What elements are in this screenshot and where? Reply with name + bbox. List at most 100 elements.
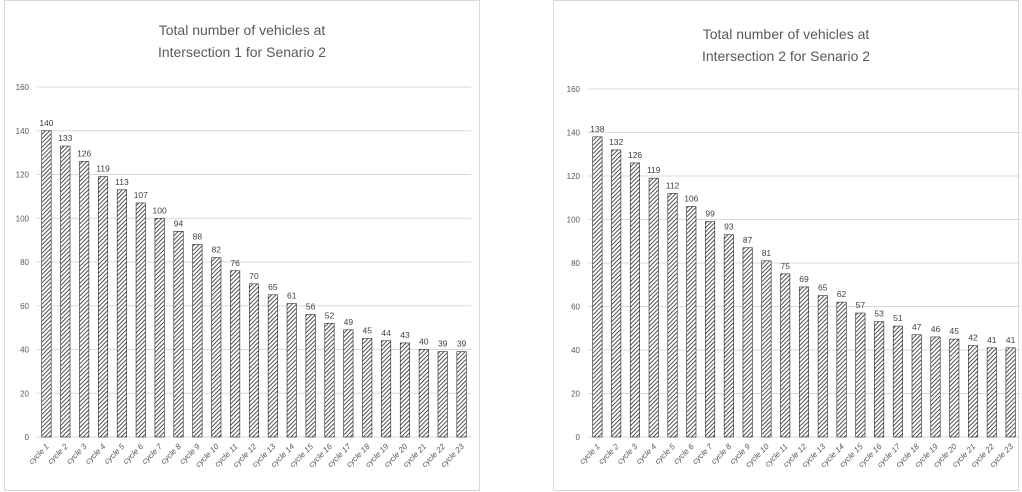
data-label: 119 — [96, 164, 110, 174]
data-label: 126 — [77, 148, 91, 158]
bar — [305, 314, 316, 438]
data-label: 51 — [893, 313, 903, 323]
bar — [343, 329, 354, 438]
data-label: 46 — [931, 324, 941, 334]
bar — [986, 347, 997, 438]
data-label: 53 — [874, 309, 884, 319]
bar — [60, 145, 71, 438]
bar — [98, 176, 109, 438]
data-label: 76 — [230, 258, 240, 268]
data-label: 107 — [134, 190, 148, 200]
bar — [648, 177, 659, 438]
bar — [173, 231, 184, 438]
data-label: 94 — [174, 218, 184, 228]
bar — [874, 321, 885, 438]
data-label: 126 — [628, 150, 642, 160]
y-tick-label: 60 — [20, 302, 29, 311]
chart-title: Total number of vehicles at Intersection… — [5, 19, 479, 63]
y-tick-label: 0 — [25, 433, 30, 442]
data-label: 39 — [438, 339, 448, 349]
data-label: 56 — [306, 302, 316, 312]
bar — [855, 312, 866, 438]
data-label: 43 — [400, 330, 410, 340]
data-label: 87 — [743, 235, 753, 245]
bar — [817, 295, 828, 438]
bar — [836, 301, 847, 438]
bar — [211, 257, 222, 438]
data-label: 133 — [58, 133, 72, 143]
bar — [41, 130, 52, 438]
data-label: 41 — [987, 335, 997, 345]
bar — [437, 351, 448, 438]
y-tick-label: 20 — [20, 389, 29, 398]
chart-title-line-1: Total number of vehicles at — [702, 26, 870, 42]
bar — [629, 162, 640, 438]
data-label: 88 — [193, 232, 203, 242]
bar — [705, 221, 716, 438]
bar — [949, 338, 960, 438]
y-tick-label: 40 — [571, 346, 580, 355]
data-label: 39 — [457, 339, 467, 349]
y-tick-label: 140 — [567, 129, 581, 138]
bar — [1005, 347, 1016, 438]
bar — [286, 303, 297, 438]
bar — [79, 161, 90, 438]
bar — [267, 294, 278, 438]
y-tick-label: 120 — [16, 171, 30, 180]
chart-panel-intersection-2: Total number of vehicles at Intersection… — [553, 0, 1020, 491]
data-label: 82 — [212, 245, 222, 255]
data-label: 44 — [381, 328, 391, 338]
data-label: 81 — [762, 248, 772, 258]
y-tick-label: 140 — [16, 127, 30, 136]
y-tick-label: 100 — [567, 216, 581, 225]
data-label: 119 — [647, 165, 661, 175]
y-tick-label: 40 — [20, 346, 29, 355]
data-label: 41 — [1006, 335, 1016, 345]
chart-title-line-1: Total number of vehicles at — [158, 22, 326, 38]
data-label: 40 — [419, 337, 429, 347]
data-label: 65 — [818, 283, 828, 293]
bar — [192, 244, 203, 438]
data-label: 57 — [856, 300, 866, 310]
bar — [667, 193, 678, 438]
data-label: 61 — [287, 291, 297, 301]
y-tick-label: 120 — [567, 172, 581, 181]
data-label: 42 — [968, 333, 978, 343]
bar — [135, 202, 146, 438]
bar — [362, 338, 373, 438]
chart-title-line-2: Intersection 2 for Senario 2 — [701, 48, 871, 64]
bar — [968, 345, 979, 438]
data-label: 106 — [684, 193, 698, 203]
bar — [381, 340, 392, 438]
data-label: 100 — [153, 205, 167, 215]
bar — [686, 206, 697, 438]
y-tick-label: 100 — [16, 214, 30, 223]
bar — [892, 325, 903, 438]
data-label: 47 — [912, 322, 922, 332]
data-label: 113 — [115, 177, 129, 187]
bar — [911, 334, 922, 438]
data-label: 45 — [950, 326, 960, 336]
chart-title-line-2: Intersection 1 for Senario 2 — [157, 44, 327, 60]
bar — [780, 273, 791, 438]
bar — [324, 322, 335, 438]
bar — [116, 189, 127, 438]
data-label: 140 — [39, 118, 53, 128]
data-label: 69 — [799, 274, 809, 284]
bar — [230, 270, 241, 438]
y-tick-label: 20 — [571, 390, 580, 399]
bar — [611, 149, 622, 438]
data-label: 132 — [609, 137, 623, 147]
bar — [592, 136, 603, 438]
data-label: 65 — [268, 282, 278, 292]
bar — [761, 260, 772, 438]
y-tick-label: 80 — [20, 258, 29, 267]
bar — [723, 234, 734, 438]
bar — [248, 283, 260, 438]
data-label: 93 — [724, 222, 734, 232]
chart-title: Total number of vehicles at Intersection… — [554, 23, 1018, 67]
bar — [930, 336, 941, 438]
bar — [154, 217, 165, 438]
